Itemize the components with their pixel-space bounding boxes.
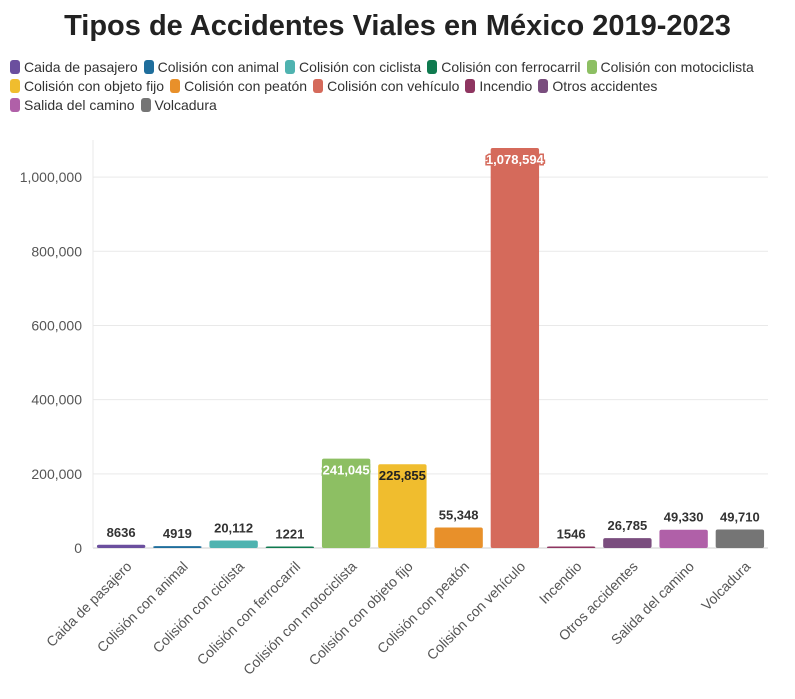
data-label: 55,348 <box>439 507 479 522</box>
bar-incendio <box>546 546 596 548</box>
legend-item-volcadura: Volcadura <box>140 97 217 113</box>
legend-swatch <box>427 60 438 74</box>
x-tick-label: Colisión con ferrocarril <box>194 558 304 668</box>
bar-colision-con-vehiculo <box>490 147 540 548</box>
data-label: 1,078,594 <box>486 152 545 167</box>
legend-swatch <box>586 60 597 74</box>
y-tick-label: 1,000,000 <box>20 169 82 185</box>
legend-item-colision-con-peaton: Colisión con peatón <box>170 78 307 94</box>
bar-colision-con-objeto-fijo <box>378 464 427 548</box>
legend-item-colision-con-ciclista: Colisión con ciclista <box>285 59 421 75</box>
legend-label: Colisión con objeto fijo <box>24 78 165 94</box>
legend-item-colision-con-objeto-fijo: Colisión con objeto fijo <box>10 78 164 94</box>
legend-label: Volcadura <box>154 97 217 113</box>
data-label: 1546 <box>557 527 586 542</box>
data-label: 1221 <box>275 527 304 542</box>
y-tick-label: 200,000 <box>31 466 82 482</box>
legend-label: Salida del camino <box>24 97 135 113</box>
x-tick-label: Volcadura <box>698 558 753 613</box>
legend-label: Colisión con vehículo <box>327 78 460 94</box>
bar-otros-accidentes <box>603 538 652 548</box>
legend-item-colision-con-vehiculo: Colisión con vehículo <box>313 78 459 94</box>
legend-swatch <box>140 98 151 112</box>
data-label: 241,045 <box>323 463 370 478</box>
legend-item-colision-con-ferrocarril: Colisión con ferrocarril <box>427 59 581 75</box>
bar-volcadura <box>715 529 765 548</box>
bar-colision-con-peaton <box>434 527 483 548</box>
data-label: 225,855 <box>379 468 426 483</box>
legend-swatch <box>538 79 549 93</box>
y-tick-label: 0 <box>74 540 82 556</box>
legend-label: Colisión con peatón <box>184 78 308 94</box>
legend-label: Colisión con ferrocarril <box>441 59 581 75</box>
legend-swatch <box>465 79 476 93</box>
bar-colision-con-ciclista <box>209 540 258 548</box>
x-tick-label: Colisión con vehículo <box>423 558 528 663</box>
bar-colision-con-animal <box>153 546 202 548</box>
bar-salida-del-camino <box>659 529 708 548</box>
legend-label: Colisión con animal <box>157 59 280 75</box>
y-tick-label: 800,000 <box>31 243 82 259</box>
legend-swatch <box>285 60 296 74</box>
legend-item-caida-de-pasajero: Caida de pasajero <box>10 59 138 75</box>
legend-swatch <box>170 79 181 93</box>
legend-swatch <box>10 98 20 112</box>
data-label: 4919 <box>163 526 192 541</box>
y-tick-label: 400,000 <box>31 392 82 408</box>
legend-swatch <box>10 60 20 74</box>
data-label: 49,330 <box>664 510 704 525</box>
data-label: 20,112 <box>214 521 253 536</box>
data-label: 49,710 <box>720 510 760 525</box>
legend-label: Otros accidentes <box>552 78 658 94</box>
legend-label: Colisión con ciclista <box>299 59 422 75</box>
data-label: 26,785 <box>607 518 647 533</box>
x-tick-label: Colisión con motociclista <box>240 558 360 678</box>
legend-item-incendio: Incendio <box>465 78 532 94</box>
bar-colision-con-motociclista <box>321 458 371 548</box>
legend-label: Caida de pasajero <box>24 59 138 75</box>
x-tick-label: Incendio <box>536 558 585 607</box>
bar-colision-con-ferrocarril <box>265 546 315 548</box>
legend-swatch <box>143 60 154 74</box>
legend: Caida de pasajero Colisión con animal Coli… <box>10 59 785 113</box>
chart-title: Tipos de Accidentes Viales en México 201… <box>64 10 731 42</box>
y-tick-label: 600,000 <box>31 317 82 333</box>
bar-caida-de-pasajero <box>96 544 146 548</box>
legend-swatch <box>10 79 20 93</box>
data-label: 8636 <box>107 525 136 540</box>
legend-item-colision-con-animal: Colisión con animal <box>143 59 280 75</box>
x-tick-label: Colisión con objeto fijo <box>305 558 416 669</box>
legend-item-salida-del-camino: Salida del camino <box>10 97 135 113</box>
legend-label: Colisión con motociclista <box>600 59 754 75</box>
legend-item-otros-accidentes: Otros accidentes <box>538 78 657 94</box>
legend-swatch <box>313 79 324 93</box>
legend-label: Incendio <box>479 78 533 94</box>
legend-item-colision-con-motociclista: Colisión con motociclista <box>586 59 754 75</box>
